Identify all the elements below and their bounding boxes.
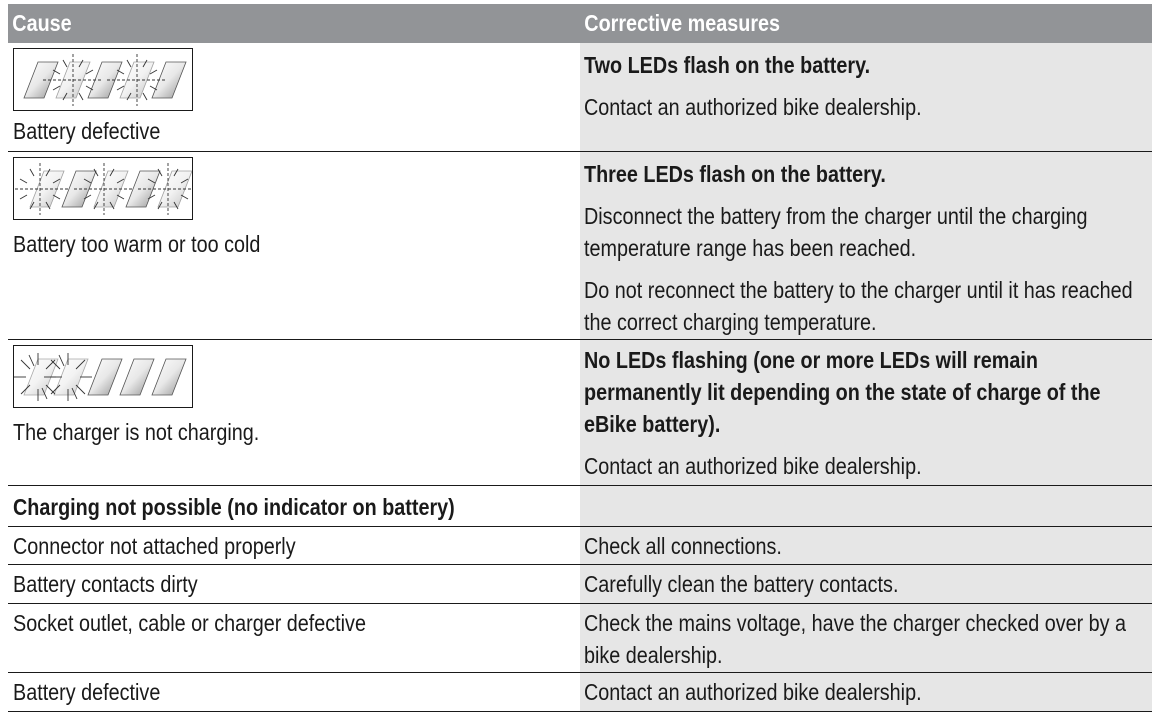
measure-text: Disconnect the battery from the charger … [584, 203, 1088, 261]
cause-cell: Battery defective [8, 673, 580, 711]
troubleshooting-table: Cause Corrective measures Battery defect… [8, 4, 1152, 712]
cause-text: Battery defective [13, 679, 161, 705]
table-row: Socket outlet, cable or charger defectiv… [8, 604, 1152, 673]
cause-cell: Battery too warm or too cold [8, 152, 580, 339]
cause-text: Socket outlet, cable or charger defectiv… [13, 610, 366, 636]
section-title: Charging not possible (no indicator on b… [13, 494, 455, 520]
measure-title: Three LEDs flash on the battery. [584, 161, 886, 187]
measure-text: Check the mains voltage, have the charge… [584, 610, 1127, 668]
measures-cell: Check the mains voltage, have the charge… [580, 604, 1152, 672]
measures-cell: Carefully clean the battery contacts. [580, 565, 1152, 603]
table-header: Cause Corrective measures [8, 4, 1152, 43]
measure-text: Carefully clean the battery contacts. [584, 571, 899, 597]
measure-text: Do not reconnect the battery to the char… [584, 277, 1133, 335]
measure-title: Two LEDs flash on the battery. [584, 52, 871, 78]
measure-text: Check all connections. [584, 533, 782, 559]
cause-cell: The charger is not charging. [8, 340, 580, 485]
section-empty-cell [580, 486, 1152, 526]
cause-text: Connector not attached properly [13, 533, 296, 559]
table-row: Battery defective Contact an authorized … [8, 673, 1152, 712]
cause-text: Battery defective [13, 118, 161, 144]
cause-cell: Battery defective [8, 43, 580, 151]
leds-1-3-5-flashing-icon [13, 157, 193, 220]
measures-cell: Two LEDs flash on the battery. Contact a… [580, 43, 1152, 151]
section-row: Charging not possible (no indicator on b… [8, 486, 1152, 527]
cause-text: The charger is not charging. [13, 419, 260, 445]
measures-cell: Contact an authorized bike dealership. [580, 673, 1152, 711]
cause-text: Battery contacts dirty [13, 571, 198, 597]
cause-cell: Socket outlet, cable or charger defectiv… [8, 604, 580, 672]
cause-text: Battery too warm or too cold [13, 231, 261, 257]
cause-cell: Connector not attached properly [8, 527, 580, 564]
header-cause: Cause [12, 10, 72, 36]
cause-cell: Battery contacts dirty [8, 565, 580, 603]
measure-text: Contact an authorized bike dealership. [584, 94, 922, 120]
section-title-cell: Charging not possible (no indicator on b… [8, 486, 580, 526]
table-row: Battery too warm or too cold Three LEDs … [8, 152, 1152, 340]
leds-2-and-4-flashing-icon [13, 48, 193, 111]
table-row: The charger is not charging. No LEDs fla… [8, 340, 1152, 486]
header-corrective-measures: Corrective measures [584, 10, 781, 36]
measure-text: Contact an authorized bike dealership. [584, 679, 922, 705]
table-row: Connector not attached properly Check al… [8, 527, 1152, 565]
table-row: Battery defective Two LEDs flash on the … [8, 43, 1152, 152]
measure-title: No LEDs flashing (one or more LEDs will … [584, 347, 1101, 437]
measure-text: Contact an authorized bike dealership. [584, 453, 922, 479]
measures-cell: Check all connections. [580, 527, 1152, 564]
table-row: Battery contacts dirty Carefully clean t… [8, 565, 1152, 604]
measures-cell: Three LEDs flash on the battery. Disconn… [580, 152, 1152, 339]
measures-cell: No LEDs flashing (one or more LEDs will … [580, 340, 1152, 485]
leds-1-2-lit-icon [13, 345, 193, 408]
